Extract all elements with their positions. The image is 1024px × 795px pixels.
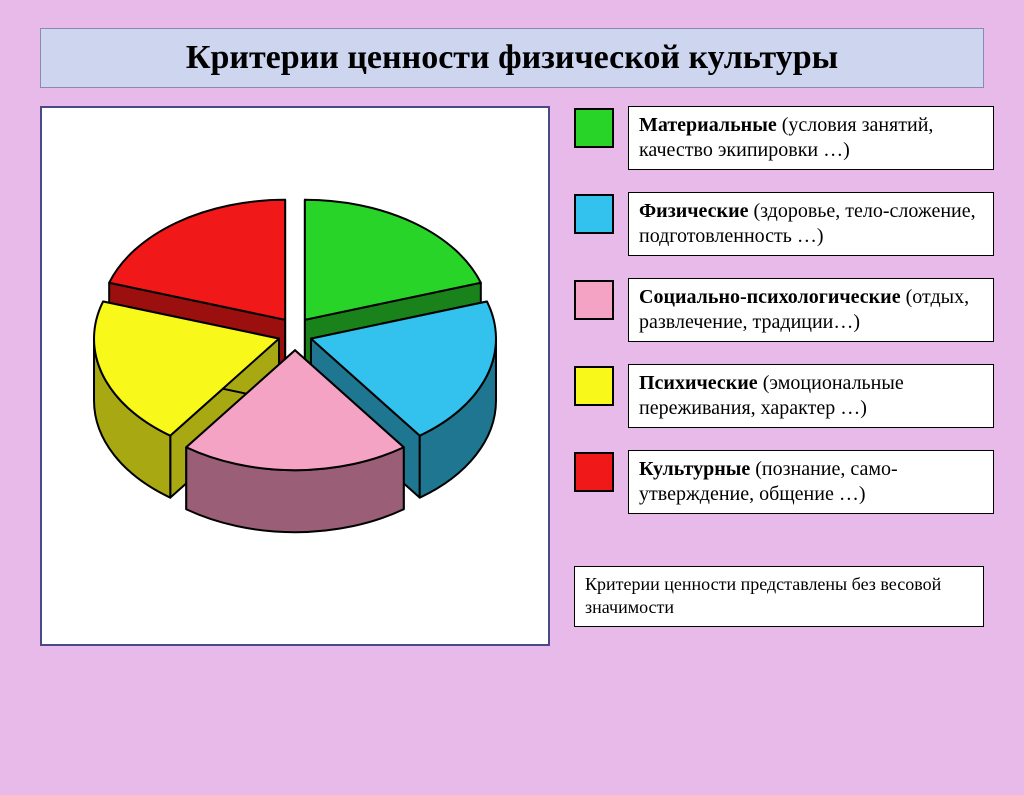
legend-lead: Психические [639, 372, 763, 394]
legend-swatch [574, 452, 614, 492]
legend-column: Материальные (условия занятий, качество … [550, 106, 994, 646]
legend-lead: Культурные [639, 458, 755, 480]
legend-swatch [574, 194, 614, 234]
pie-chart [75, 138, 515, 578]
legend-lead: Физические [639, 200, 753, 222]
footnote: Критерии ценности представлены без весов… [574, 566, 984, 627]
legend-lead: Материальные [639, 114, 782, 136]
legend-row: Психические (эмоциональные переживания, … [574, 364, 994, 428]
page-title: Критерии ценности физической культуры [49, 39, 975, 77]
legend-swatch [574, 280, 614, 320]
legend-row: Материальные (условия занятий, качество … [574, 106, 994, 170]
legend-row: Социально-психологические (отдых, развле… [574, 278, 994, 342]
legend-label: Психические (эмоциональные переживания, … [628, 364, 994, 428]
pie-chart-box [40, 106, 550, 646]
legend-lead: Социально-психологические [639, 286, 906, 308]
legend-label: Материальные (условия занятий, качество … [628, 106, 994, 170]
legend-row: Физические (здоровье, тело-сложение, под… [574, 192, 994, 256]
legend-label: Физические (здоровье, тело-сложение, под… [628, 192, 994, 256]
legend-swatch [574, 366, 614, 406]
legend-label: Культурные (познание, само-утверждение, … [628, 450, 994, 514]
legend-row: Культурные (познание, само-утверждение, … [574, 450, 994, 514]
content-row: Материальные (условия занятий, качество … [0, 106, 1024, 646]
title-bar: Критерии ценности физической культуры [40, 28, 984, 88]
legend-swatch [574, 108, 614, 148]
legend-label: Социально-психологические (отдых, развле… [628, 278, 994, 342]
